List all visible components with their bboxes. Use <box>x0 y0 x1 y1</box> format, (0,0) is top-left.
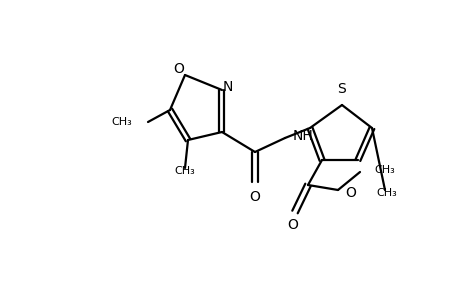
Text: N: N <box>222 80 233 94</box>
Text: O: O <box>249 190 260 204</box>
Text: CH₃: CH₃ <box>373 165 394 175</box>
Text: NH: NH <box>292 129 313 143</box>
Text: CH₃: CH₃ <box>111 117 132 127</box>
Text: O: O <box>287 218 298 232</box>
Text: S: S <box>337 82 346 96</box>
Text: O: O <box>173 62 184 76</box>
Text: CH₃: CH₃ <box>174 166 195 176</box>
Text: O: O <box>344 186 355 200</box>
Text: CH₃: CH₃ <box>376 188 397 198</box>
